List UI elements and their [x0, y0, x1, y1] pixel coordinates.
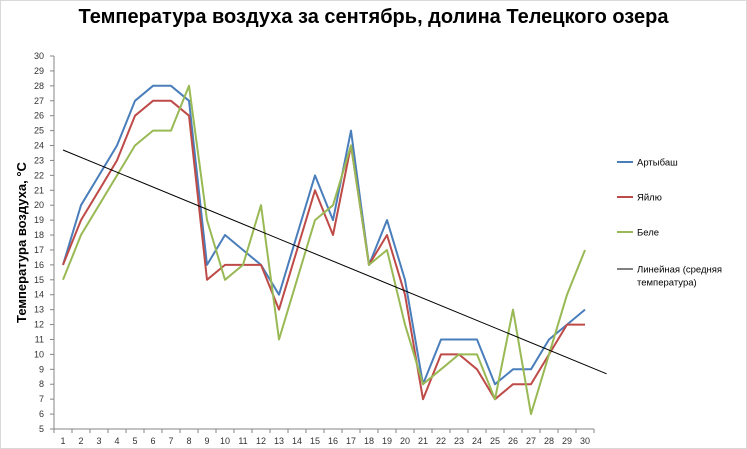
x-tick-label: 22: [436, 436, 446, 446]
x-tick-label: 28: [544, 436, 554, 446]
x-tick-label: 12: [256, 436, 266, 446]
x-tick-label: 2: [78, 436, 83, 446]
y-tick-label: 17: [34, 245, 44, 255]
y-tick-label: 19: [34, 215, 44, 225]
x-tick-label: 24: [472, 436, 482, 446]
trendline: [62, 149, 607, 375]
y-tick-label: 15: [34, 275, 44, 285]
y-tick-label: 11: [35, 334, 44, 344]
x-tick-label: 14: [292, 436, 302, 446]
x-tick-label: 9: [204, 436, 209, 446]
y-tick-label: 9: [39, 364, 44, 374]
y-tick-label: 30: [34, 51, 44, 61]
legend-label-trendline: Линейная (средняя: [637, 265, 722, 276]
y-tick-label: 14: [34, 290, 44, 300]
y-tick-label: 28: [34, 81, 44, 91]
x-tick-label: 13: [274, 436, 284, 446]
x-tick-label: 6: [150, 436, 155, 446]
x-tick-label: 3: [96, 436, 101, 446]
x-tick-label: 4: [114, 436, 119, 446]
x-tick-label: 25: [490, 436, 500, 446]
y-tick-label: 29: [34, 66, 44, 76]
y-tick-label: 8: [39, 379, 44, 389]
legend-label-2: Яйлю: [637, 193, 662, 204]
x-tick-label: 26: [508, 436, 518, 446]
x-tick-label: 11: [238, 436, 247, 446]
y-tick-label: 16: [34, 260, 44, 270]
x-tick-label: 23: [454, 436, 464, 446]
x-tick-label: 21: [418, 436, 428, 446]
y-tick-label: 5: [39, 424, 44, 434]
y-tick-label: 10: [34, 349, 44, 359]
y-tick-label: 27: [34, 96, 44, 106]
y-tick-label: 13: [34, 305, 44, 315]
legend-label-3: Беле: [637, 228, 659, 239]
x-tick-label: 16: [328, 436, 338, 446]
y-tick-label: 22: [34, 170, 44, 180]
x-tick-label: 18: [364, 436, 374, 446]
x-tick-label: 10: [220, 436, 230, 446]
x-tick-label: 1: [60, 436, 65, 446]
y-tick-label: 24: [34, 141, 44, 151]
series-line-2: [62, 99, 585, 401]
y-tick-label: 26: [34, 111, 44, 121]
x-tick-label: 29: [562, 436, 572, 446]
y-tick-label: 7: [39, 394, 44, 404]
series-line-3: [62, 84, 586, 416]
x-tick-label: 30: [580, 436, 590, 446]
legend-label-1: Артыбаш: [637, 158, 678, 169]
x-tick-label: 27: [526, 436, 536, 446]
x-tick-label: 20: [400, 436, 410, 446]
y-tick-label: 21: [34, 185, 44, 195]
x-tick-label: 19: [382, 436, 392, 446]
y-tick-label: 18: [34, 230, 44, 240]
y-tick-label: 12: [34, 320, 44, 330]
x-tick-label: 15: [310, 436, 320, 446]
legend-label-trendline: температура): [637, 278, 697, 289]
x-tick-label: 7: [168, 436, 173, 446]
y-tick-label: 25: [34, 126, 44, 136]
x-tick-label: 8: [186, 436, 191, 446]
y-axis-title: Температура воздуха, °С: [14, 161, 29, 322]
x-tick-label: 5: [132, 436, 137, 446]
chart-title: Температура воздуха за сентябрь, долина …: [78, 6, 669, 28]
x-tick-label: 17: [346, 436, 356, 446]
y-tick-label: 6: [39, 409, 44, 419]
y-tick-label: 20: [34, 200, 44, 210]
y-tick-label: 23: [34, 155, 44, 165]
